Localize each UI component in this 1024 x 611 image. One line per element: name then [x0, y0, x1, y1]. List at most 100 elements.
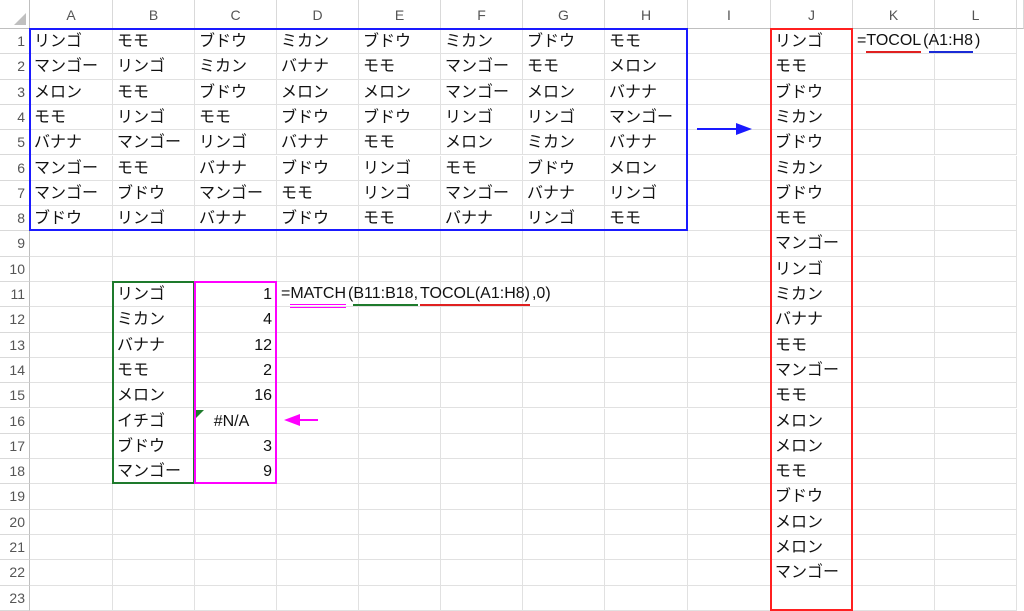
- cell-l9[interactable]: [935, 231, 1017, 257]
- cell-b3[interactable]: モモ: [113, 79, 195, 105]
- cell-l6[interactable]: [935, 155, 1017, 181]
- cell-b11[interactable]: リンゴ: [113, 282, 195, 308]
- cell-f14[interactable]: [441, 357, 523, 384]
- cell-k1[interactable]: [853, 29, 935, 55]
- cell-h10[interactable]: [605, 256, 688, 282]
- cell-k20[interactable]: [853, 509, 935, 535]
- cell-d16[interactable]: [277, 408, 359, 434]
- cell-a23[interactable]: [30, 585, 113, 611]
- column-header-j[interactable]: J: [771, 0, 853, 29]
- cell-d23[interactable]: [277, 585, 359, 611]
- cell-i13[interactable]: [688, 332, 771, 358]
- cell-c3[interactable]: ブドウ: [195, 79, 277, 105]
- cell-i16[interactable]: [688, 408, 771, 434]
- column-header-e[interactable]: E: [359, 0, 441, 29]
- cell-i3[interactable]: [688, 79, 771, 105]
- column-header-b[interactable]: B: [113, 0, 195, 29]
- cell-b16[interactable]: イチゴ: [113, 408, 195, 434]
- cell-i21[interactable]: [688, 535, 771, 561]
- cell-l23[interactable]: [935, 585, 1017, 611]
- cell-d4[interactable]: ブドウ: [277, 104, 359, 131]
- row-header-12[interactable]: 12: [0, 307, 30, 333]
- cell-g16[interactable]: [523, 408, 605, 434]
- cell-a2[interactable]: マンゴー: [30, 54, 113, 80]
- cell-b6[interactable]: モモ: [113, 155, 195, 181]
- cell-k16[interactable]: [853, 408, 935, 434]
- cell-k2[interactable]: [853, 54, 935, 80]
- cell-i23[interactable]: [688, 585, 771, 611]
- cell-h14[interactable]: [605, 357, 688, 384]
- cell-h21[interactable]: [605, 535, 688, 561]
- cell-b8[interactable]: リンゴ: [113, 206, 195, 232]
- cell-j21[interactable]: メロン: [771, 535, 853, 561]
- cell-k3[interactable]: [853, 79, 935, 105]
- row-header-13[interactable]: 13: [0, 332, 30, 358]
- cell-a1[interactable]: リンゴ: [30, 29, 113, 55]
- cell-b5[interactable]: マンゴー: [113, 130, 195, 156]
- cell-l4[interactable]: [935, 104, 1017, 131]
- cell-l21[interactable]: [935, 535, 1017, 561]
- cell-i7[interactable]: [688, 180, 771, 207]
- cell-a6[interactable]: マンゴー: [30, 155, 113, 181]
- cell-l16[interactable]: [935, 408, 1017, 434]
- row-header-8[interactable]: 8: [0, 206, 30, 232]
- cell-b18[interactable]: マンゴー: [113, 459, 195, 485]
- cell-e6[interactable]: リンゴ: [359, 155, 441, 181]
- cell-a20[interactable]: [30, 509, 113, 535]
- cell-d18[interactable]: [277, 459, 359, 485]
- cell-h1[interactable]: モモ: [605, 29, 688, 55]
- cell-a3[interactable]: メロン: [30, 79, 113, 105]
- cell-k11[interactable]: [853, 282, 935, 308]
- cell-j12[interactable]: バナナ: [771, 307, 853, 333]
- cell-a16[interactable]: [30, 408, 113, 434]
- cell-c8[interactable]: バナナ: [195, 206, 277, 232]
- cell-d10[interactable]: [277, 256, 359, 282]
- column-header-h[interactable]: H: [605, 0, 688, 29]
- cell-k10[interactable]: [853, 256, 935, 282]
- cell-g12[interactable]: [523, 307, 605, 333]
- cell-c9[interactable]: [195, 231, 277, 257]
- cell-g4[interactable]: リンゴ: [523, 104, 605, 131]
- cell-a4[interactable]: モモ: [30, 104, 113, 131]
- row-header-15[interactable]: 15: [0, 383, 30, 409]
- cell-c19[interactable]: [195, 484, 277, 510]
- cell-j1[interactable]: リンゴ: [771, 29, 853, 55]
- row-header-6[interactable]: 6: [0, 155, 30, 181]
- cell-e23[interactable]: [359, 585, 441, 611]
- cell-f1[interactable]: ミカン: [441, 29, 523, 55]
- cell-l1[interactable]: [935, 29, 1017, 55]
- cell-g10[interactable]: [523, 256, 605, 282]
- cell-h3[interactable]: バナナ: [605, 79, 688, 105]
- cell-e16[interactable]: [359, 408, 441, 434]
- cell-g6[interactable]: ブドウ: [523, 155, 605, 181]
- cell-f13[interactable]: [441, 332, 523, 358]
- cell-l5[interactable]: [935, 130, 1017, 156]
- cell-f11[interactable]: [441, 282, 523, 308]
- column-header-a[interactable]: A: [30, 0, 113, 29]
- cell-j4[interactable]: ミカン: [771, 104, 853, 131]
- cell-k9[interactable]: [853, 231, 935, 257]
- cell-f23[interactable]: [441, 585, 523, 611]
- row-header-7[interactable]: 7: [0, 180, 30, 207]
- cell-k4[interactable]: [853, 104, 935, 131]
- cell-l20[interactable]: [935, 509, 1017, 535]
- cell-g9[interactable]: [523, 231, 605, 257]
- cell-f4[interactable]: リンゴ: [441, 104, 523, 131]
- cell-b22[interactable]: [113, 560, 195, 586]
- cell-d9[interactable]: [277, 231, 359, 257]
- cell-d2[interactable]: バナナ: [277, 54, 359, 80]
- cell-j14[interactable]: マンゴー: [771, 357, 853, 384]
- cell-k7[interactable]: [853, 180, 935, 207]
- row-header-9[interactable]: 9: [0, 231, 30, 257]
- cell-e17[interactable]: [359, 433, 441, 460]
- column-header-k[interactable]: K: [853, 0, 935, 29]
- cell-h9[interactable]: [605, 231, 688, 257]
- cell-k15[interactable]: [853, 383, 935, 409]
- cell-b7[interactable]: ブドウ: [113, 180, 195, 207]
- cell-f6[interactable]: モモ: [441, 155, 523, 181]
- cell-c11[interactable]: 1: [195, 282, 277, 308]
- cell-b19[interactable]: [113, 484, 195, 510]
- cell-k13[interactable]: [853, 332, 935, 358]
- cell-d19[interactable]: [277, 484, 359, 510]
- cell-d5[interactable]: バナナ: [277, 130, 359, 156]
